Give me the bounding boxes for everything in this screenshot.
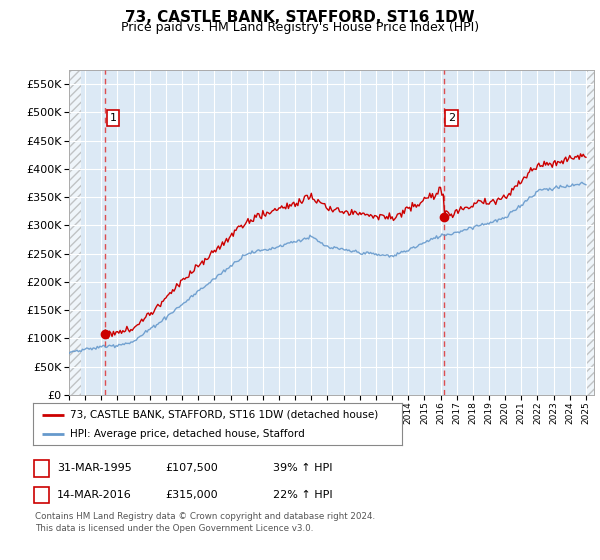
- Bar: [586, 70, 600, 395]
- Text: 73, CASTLE BANK, STAFFORD, ST16 1DW: 73, CASTLE BANK, STAFFORD, ST16 1DW: [125, 10, 475, 25]
- Text: 2: 2: [38, 491, 45, 500]
- Text: £107,500: £107,500: [165, 464, 218, 473]
- Text: 1: 1: [109, 113, 116, 123]
- Text: Contains HM Land Registry data © Crown copyright and database right 2024.
This d: Contains HM Land Registry data © Crown c…: [35, 512, 375, 533]
- Text: Price paid vs. HM Land Registry's House Price Index (HPI): Price paid vs. HM Land Registry's House …: [121, 21, 479, 34]
- Text: 73, CASTLE BANK, STAFFORD, ST16 1DW (detached house): 73, CASTLE BANK, STAFFORD, ST16 1DW (det…: [70, 409, 378, 419]
- Text: 31-MAR-1995: 31-MAR-1995: [57, 464, 132, 473]
- Text: 1: 1: [38, 464, 45, 473]
- Text: 14-MAR-2016: 14-MAR-2016: [57, 491, 132, 500]
- Text: HPI: Average price, detached house, Stafford: HPI: Average price, detached house, Staf…: [70, 429, 305, 439]
- Text: 39% ↑ HPI: 39% ↑ HPI: [273, 464, 332, 473]
- Text: 2: 2: [448, 113, 455, 123]
- Bar: [69, 70, 81, 395]
- Text: £315,000: £315,000: [165, 491, 218, 500]
- Text: 22% ↑ HPI: 22% ↑ HPI: [273, 491, 332, 500]
